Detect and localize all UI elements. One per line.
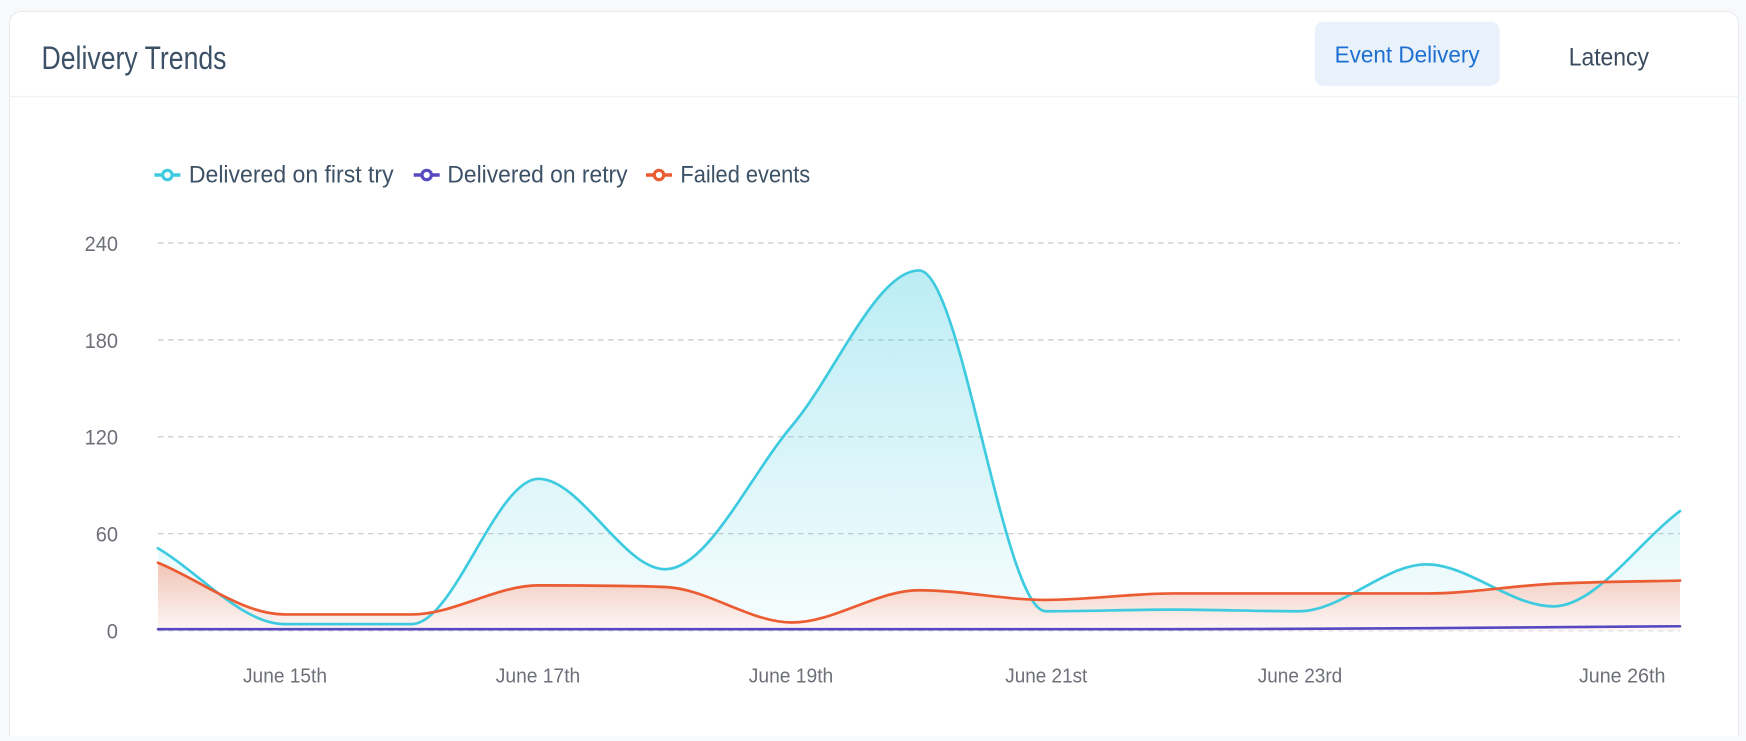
svg-text:Latency: Latency [1569,44,1650,72]
svg-text:60: 60 [96,523,118,547]
svg-text:June 15th: June 15th [243,666,327,688]
svg-text:June 23rd: June 23rd [1258,666,1343,688]
svg-text:Failed events: Failed events [680,162,810,189]
svg-text:June 19th: June 19th [749,666,834,688]
svg-text:Delivered on first try: Delivered on first try [189,162,394,189]
svg-text:180: 180 [85,329,118,353]
svg-text:Event Delivery: Event Delivery [1335,41,1480,67]
svg-text:Delivered on retry: Delivered on retry [447,162,627,189]
svg-text:Delivery Trends: Delivery Trends [42,40,227,76]
svg-text:120: 120 [85,426,118,450]
svg-text:June 17th: June 17th [496,666,581,688]
svg-text:June 21st: June 21st [1005,666,1087,688]
svg-text:0: 0 [107,620,118,644]
svg-text:240: 240 [85,232,118,256]
svg-text:June 26th: June 26th [1579,666,1666,688]
